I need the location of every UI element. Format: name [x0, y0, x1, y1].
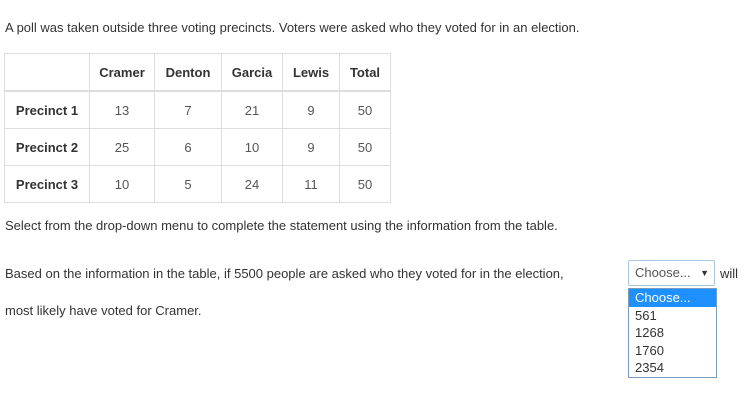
header-garcia: Garcia: [221, 53, 283, 92]
header-total: Total: [339, 53, 391, 92]
table-cell: 24: [221, 165, 283, 203]
table-row: Precinct 3 10 5 24 11 50: [4, 165, 391, 203]
table-cell: 7: [154, 90, 222, 129]
header-denton: Denton: [154, 53, 222, 92]
row-label: Precinct 3: [4, 165, 90, 203]
dropdown-option[interactable]: Choose...: [629, 289, 716, 307]
row-label: Precinct 2: [4, 128, 90, 166]
table-cell: 9: [282, 90, 340, 129]
triangle-down-icon: ▼: [700, 268, 709, 278]
statement-line2: most likely have voted for Cramer.: [5, 303, 202, 318]
poll-table: Cramer Denton Garcia Lewis Total Precinc…: [4, 53, 391, 203]
table-cell: 10: [221, 128, 283, 166]
dropdown-list: Choose... 561 1268 1760 2354: [628, 288, 717, 378]
header-lewis: Lewis: [282, 53, 340, 92]
table-cell: 21: [221, 90, 283, 129]
answer-dropdown[interactable]: Choose... ▼: [628, 260, 715, 286]
statement-before: Based on the information in the table, i…: [5, 266, 564, 281]
table-cell: 50: [339, 165, 391, 203]
table-cell: 11: [282, 165, 340, 203]
dropdown-option[interactable]: 2354: [635, 360, 664, 375]
table-cell: 9: [282, 128, 340, 166]
row-label: Precinct 1: [4, 90, 90, 129]
table-cell: 25: [89, 128, 155, 166]
statement-after: will: [720, 266, 739, 281]
table-cell: 50: [339, 90, 391, 129]
table-row: Precinct 2 25 6 10 9 50: [4, 128, 391, 166]
table-cell: 5: [154, 165, 222, 203]
dropdown-option[interactable]: 561: [635, 307, 657, 323]
dropdown-selected: Choose...: [635, 265, 691, 280]
instruction-text: Select from the drop-down menu to comple…: [5, 218, 558, 233]
table-cell: 6: [154, 128, 222, 166]
table-row: Precinct 1 13 7 21 9 50: [4, 90, 391, 129]
header-blank: [4, 53, 90, 92]
intro-text: A poll was taken outside three voting pr…: [5, 20, 580, 35]
dropdown-option[interactable]: 1760: [635, 342, 664, 358]
dropdown-option[interactable]: 1268: [635, 325, 664, 340]
table-cell: 10: [89, 165, 155, 203]
table-cell: 50: [339, 128, 391, 166]
header-cramer: Cramer: [89, 53, 155, 92]
table-cell: 13: [89, 90, 155, 129]
